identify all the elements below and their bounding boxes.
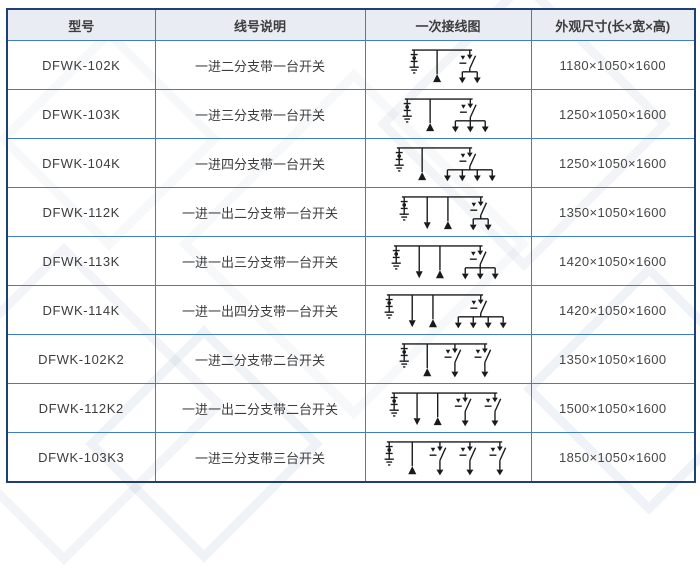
header-row: 型号 线号说明 一次接线图 外观尺寸(长×宽×高) [6,8,696,41]
one-line-diagram [399,195,492,230]
description-cell: 一进一出二分支带一台开关 [154,187,366,237]
description-cell: 一进三分支带三台开关 [154,432,366,483]
table-body: DFWK-102K 一进二分支带一台开关 1180×1050×1600 DFWK-10… [6,40,696,483]
table-header: 型号 线号说明 一次接线图 外观尺寸(长×宽×高) [6,8,696,41]
product-spec-table: 型号 线号说明 一次接线图 外观尺寸(长×宽×高) DFWK-102K 一进二分支… [6,8,696,483]
dimensions-cell: 1250×1050×1600 [530,138,696,188]
model-cell: DFWK-114K [6,285,156,335]
model-cell: DFWK-113K [6,236,156,286]
one-line-diagram [394,146,496,181]
model-cell: DFWK-103K [6,89,156,139]
table-row: DFWK-103K3 一进三分支带三台开关 1850×1050×1600 [6,432,696,483]
dimensions-cell: 1500×1050×1600 [530,383,696,433]
diagram-cell [364,383,532,433]
one-line-diagram [389,391,502,426]
dimensions-cell: 1350×1050×1600 [530,334,696,384]
table-row: DFWK-112K 一进一出二分支带一台开关 1350×1050×1600 [6,187,696,237]
table-row: DFWK-112K2 一进一出二分支带二台开关 1500×1050×1600 [6,383,696,433]
col-header-diagram: 一次接线图 [364,8,532,41]
description-cell: 一进一出四分支带一台开关 [154,285,366,335]
diagram-cell [364,187,532,237]
one-line-diagram [399,342,492,377]
col-header-description: 线号说明 [154,8,366,41]
model-cell: DFWK-104K [6,138,156,188]
dimensions-cell: 1350×1050×1600 [530,187,696,237]
dimensions-cell: 1250×1050×1600 [530,89,696,139]
model-cell: DFWK-102K [6,40,156,90]
description-cell: 一进四分支带一台开关 [154,138,366,188]
dimensions-cell: 1420×1050×1600 [530,285,696,335]
table-row: DFWK-104K 一进四分支带一台开关 1250×1050×1600 [6,138,696,188]
model-cell: DFWK-112K [6,187,156,237]
dimensions-cell: 1850×1050×1600 [530,432,696,483]
model-cell: DFWK-112K2 [6,383,156,433]
diagram-cell [364,236,532,286]
table-row: DFWK-113K 一进一出三分支带一台开关 1420×1050×1600 [6,236,696,286]
dimensions-cell: 1420×1050×1600 [530,236,696,286]
description-cell: 一进一出三分支带一台开关 [154,236,366,286]
table-row: DFWK-102K2 一进二分支带二台开关 1350×1050×1600 [6,334,696,384]
diagram-cell [364,432,532,483]
model-cell: DFWK-102K2 [6,334,156,384]
table-row: DFWK-114K 一进一出四分支带一台开关 1420×1050×1600 [6,285,696,335]
one-line-diagram [391,244,499,279]
description-cell: 一进一出二分支带二台开关 [154,383,366,433]
one-line-diagram [409,48,481,83]
table-row: DFWK-103K 一进三分支带一台开关 1250×1050×1600 [6,89,696,139]
diagram-cell [364,89,532,139]
description-cell: 一进三分支带一台开关 [154,89,366,139]
diagram-cell [364,334,532,384]
table-row: DFWK-102K 一进二分支带一台开关 1180×1050×1600 [6,40,696,90]
model-cell: DFWK-103K3 [6,432,156,483]
col-header-dimensions: 外观尺寸(长×宽×高) [530,8,696,41]
dimensions-cell: 1180×1050×1600 [530,40,696,90]
diagram-cell [364,40,532,90]
one-line-diagram [402,97,489,132]
description-cell: 一进二分支带二台开关 [154,334,366,384]
diagram-cell [364,138,532,188]
diagram-cell [364,285,532,335]
description-cell: 一进二分支带一台开关 [154,40,366,90]
one-line-diagram [384,293,507,328]
one-line-diagram [384,440,507,475]
col-header-model: 型号 [6,8,156,41]
